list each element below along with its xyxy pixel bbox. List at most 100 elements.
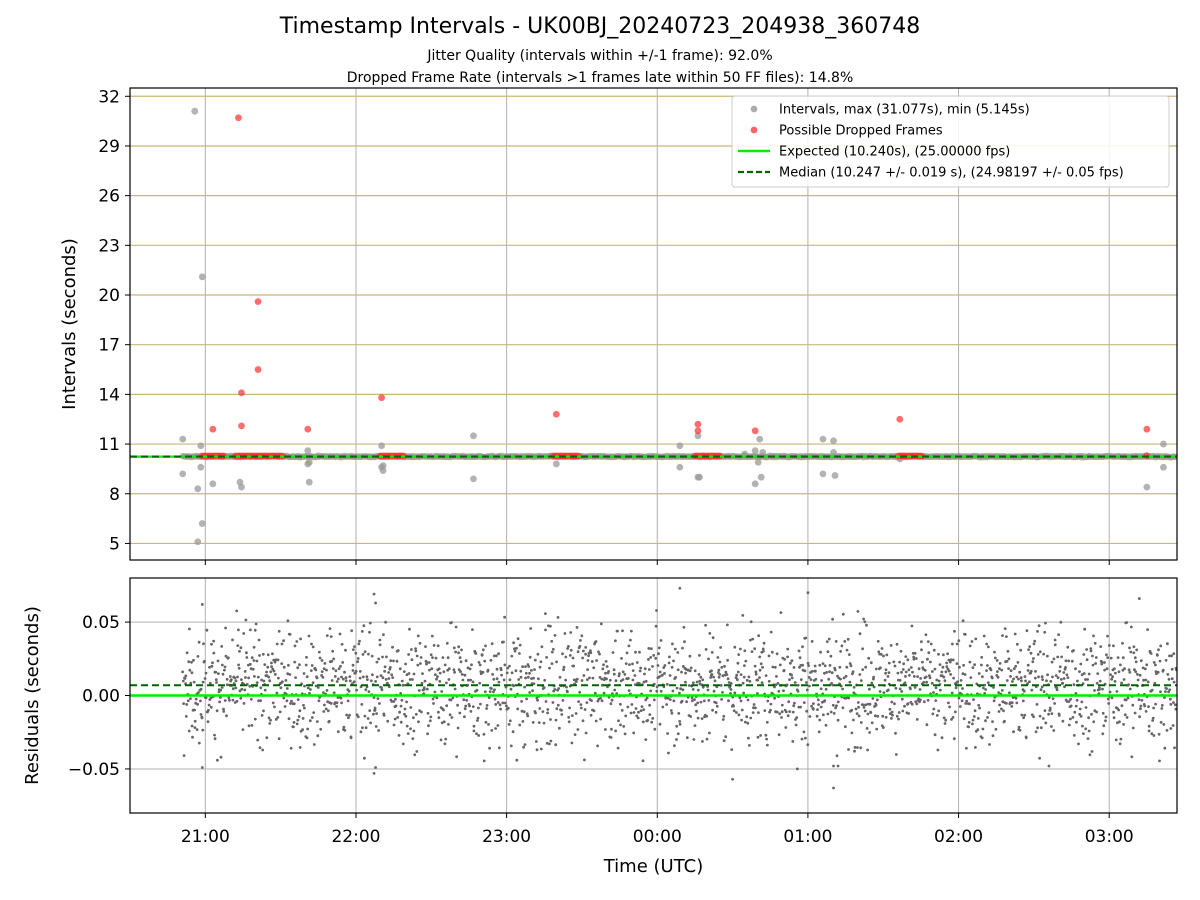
residual-point	[506, 666, 510, 670]
residual-point	[1145, 663, 1149, 667]
residual-point	[893, 664, 897, 668]
residual-point	[479, 670, 483, 673]
residual-point	[346, 699, 350, 703]
residual-point	[188, 627, 191, 631]
residual-point	[1061, 719, 1065, 723]
residual-point	[727, 699, 730, 703]
residual-point	[477, 734, 481, 737]
residual-point	[834, 706, 837, 710]
residual-point	[517, 678, 521, 681]
residual-point	[675, 738, 678, 741]
residual-point	[609, 702, 613, 706]
residual-point	[859, 679, 863, 682]
residual-point	[258, 746, 262, 750]
residual-point	[638, 682, 641, 685]
residual-point	[829, 654, 833, 658]
residual-point	[665, 703, 668, 706]
residual-point	[284, 679, 288, 682]
y-tick-label: −0.05	[68, 760, 120, 780]
residual-point	[497, 680, 501, 684]
residual-point	[1168, 688, 1172, 692]
residual-point	[993, 650, 996, 654]
residual-point	[342, 725, 346, 729]
residual-point	[1170, 654, 1173, 658]
residual-point	[1030, 688, 1034, 692]
residual-point	[648, 713, 652, 716]
residual-point	[397, 734, 401, 737]
residual-point	[843, 640, 847, 643]
residual-point	[278, 710, 282, 714]
interval-point	[676, 463, 684, 471]
residual-point	[945, 665, 949, 669]
residual-point	[214, 678, 218, 682]
residual-point	[322, 667, 326, 671]
residual-point	[962, 663, 965, 667]
residual-point	[584, 646, 588, 649]
residual-point	[771, 665, 775, 669]
residual-point	[396, 716, 400, 719]
residual-point	[1142, 678, 1145, 682]
residual-point	[792, 666, 796, 669]
residual-point	[1140, 698, 1144, 702]
residual-point	[234, 686, 238, 690]
residual-point	[739, 673, 743, 676]
residual-point	[651, 717, 655, 720]
residual-point	[928, 676, 932, 680]
residual-point	[422, 687, 426, 691]
residual-point	[1098, 687, 1101, 691]
residual-point	[332, 657, 336, 661]
residual-point	[650, 720, 654, 724]
residual-point	[1128, 670, 1132, 674]
y-tick-label: 32	[98, 87, 120, 107]
dropped-frame-point	[254, 298, 262, 306]
residual-point	[744, 659, 748, 663]
residual-point	[829, 710, 833, 714]
residual-point	[722, 739, 726, 743]
residual-point	[904, 655, 908, 658]
residual-point	[936, 748, 940, 752]
residual-point	[1100, 661, 1104, 664]
residual-point	[402, 670, 406, 673]
residual-point	[620, 657, 623, 660]
residual-point	[188, 668, 192, 672]
residual-point	[352, 648, 355, 651]
interval-point	[379, 462, 387, 469]
residual-point	[992, 699, 996, 703]
residual-point	[1122, 678, 1126, 681]
interval-point	[379, 467, 387, 474]
residual-point	[976, 717, 980, 720]
residual-point	[471, 628, 474, 631]
residual-point	[732, 704, 735, 708]
residual-point	[255, 681, 259, 684]
residual-point	[1036, 630, 1039, 633]
residual-point	[1000, 707, 1003, 711]
residual-point	[243, 670, 247, 673]
residual-point	[692, 738, 696, 741]
residual-point	[187, 729, 191, 733]
residual-point	[767, 679, 771, 683]
residual-point	[769, 630, 773, 634]
residual-point	[217, 672, 220, 675]
residual-point	[778, 663, 782, 667]
residual-point	[904, 675, 907, 678]
residual-point	[548, 666, 551, 670]
residual-point	[210, 664, 214, 668]
residual-point	[971, 718, 975, 722]
residual-point	[1144, 710, 1148, 713]
residual-point	[585, 701, 589, 704]
residual-point	[1147, 724, 1151, 728]
residual-point	[661, 673, 664, 677]
residual-point	[823, 671, 826, 675]
residual-point	[452, 668, 456, 672]
residual-point	[680, 699, 684, 703]
residual-point	[333, 675, 337, 678]
residual-point	[440, 721, 444, 725]
residual-point	[850, 731, 854, 735]
residual-point	[1172, 652, 1176, 656]
residual-point	[1076, 679, 1079, 683]
residual-point	[739, 699, 743, 703]
residual-point	[841, 612, 845, 616]
residual-point	[376, 697, 380, 700]
residual-point	[857, 705, 860, 709]
